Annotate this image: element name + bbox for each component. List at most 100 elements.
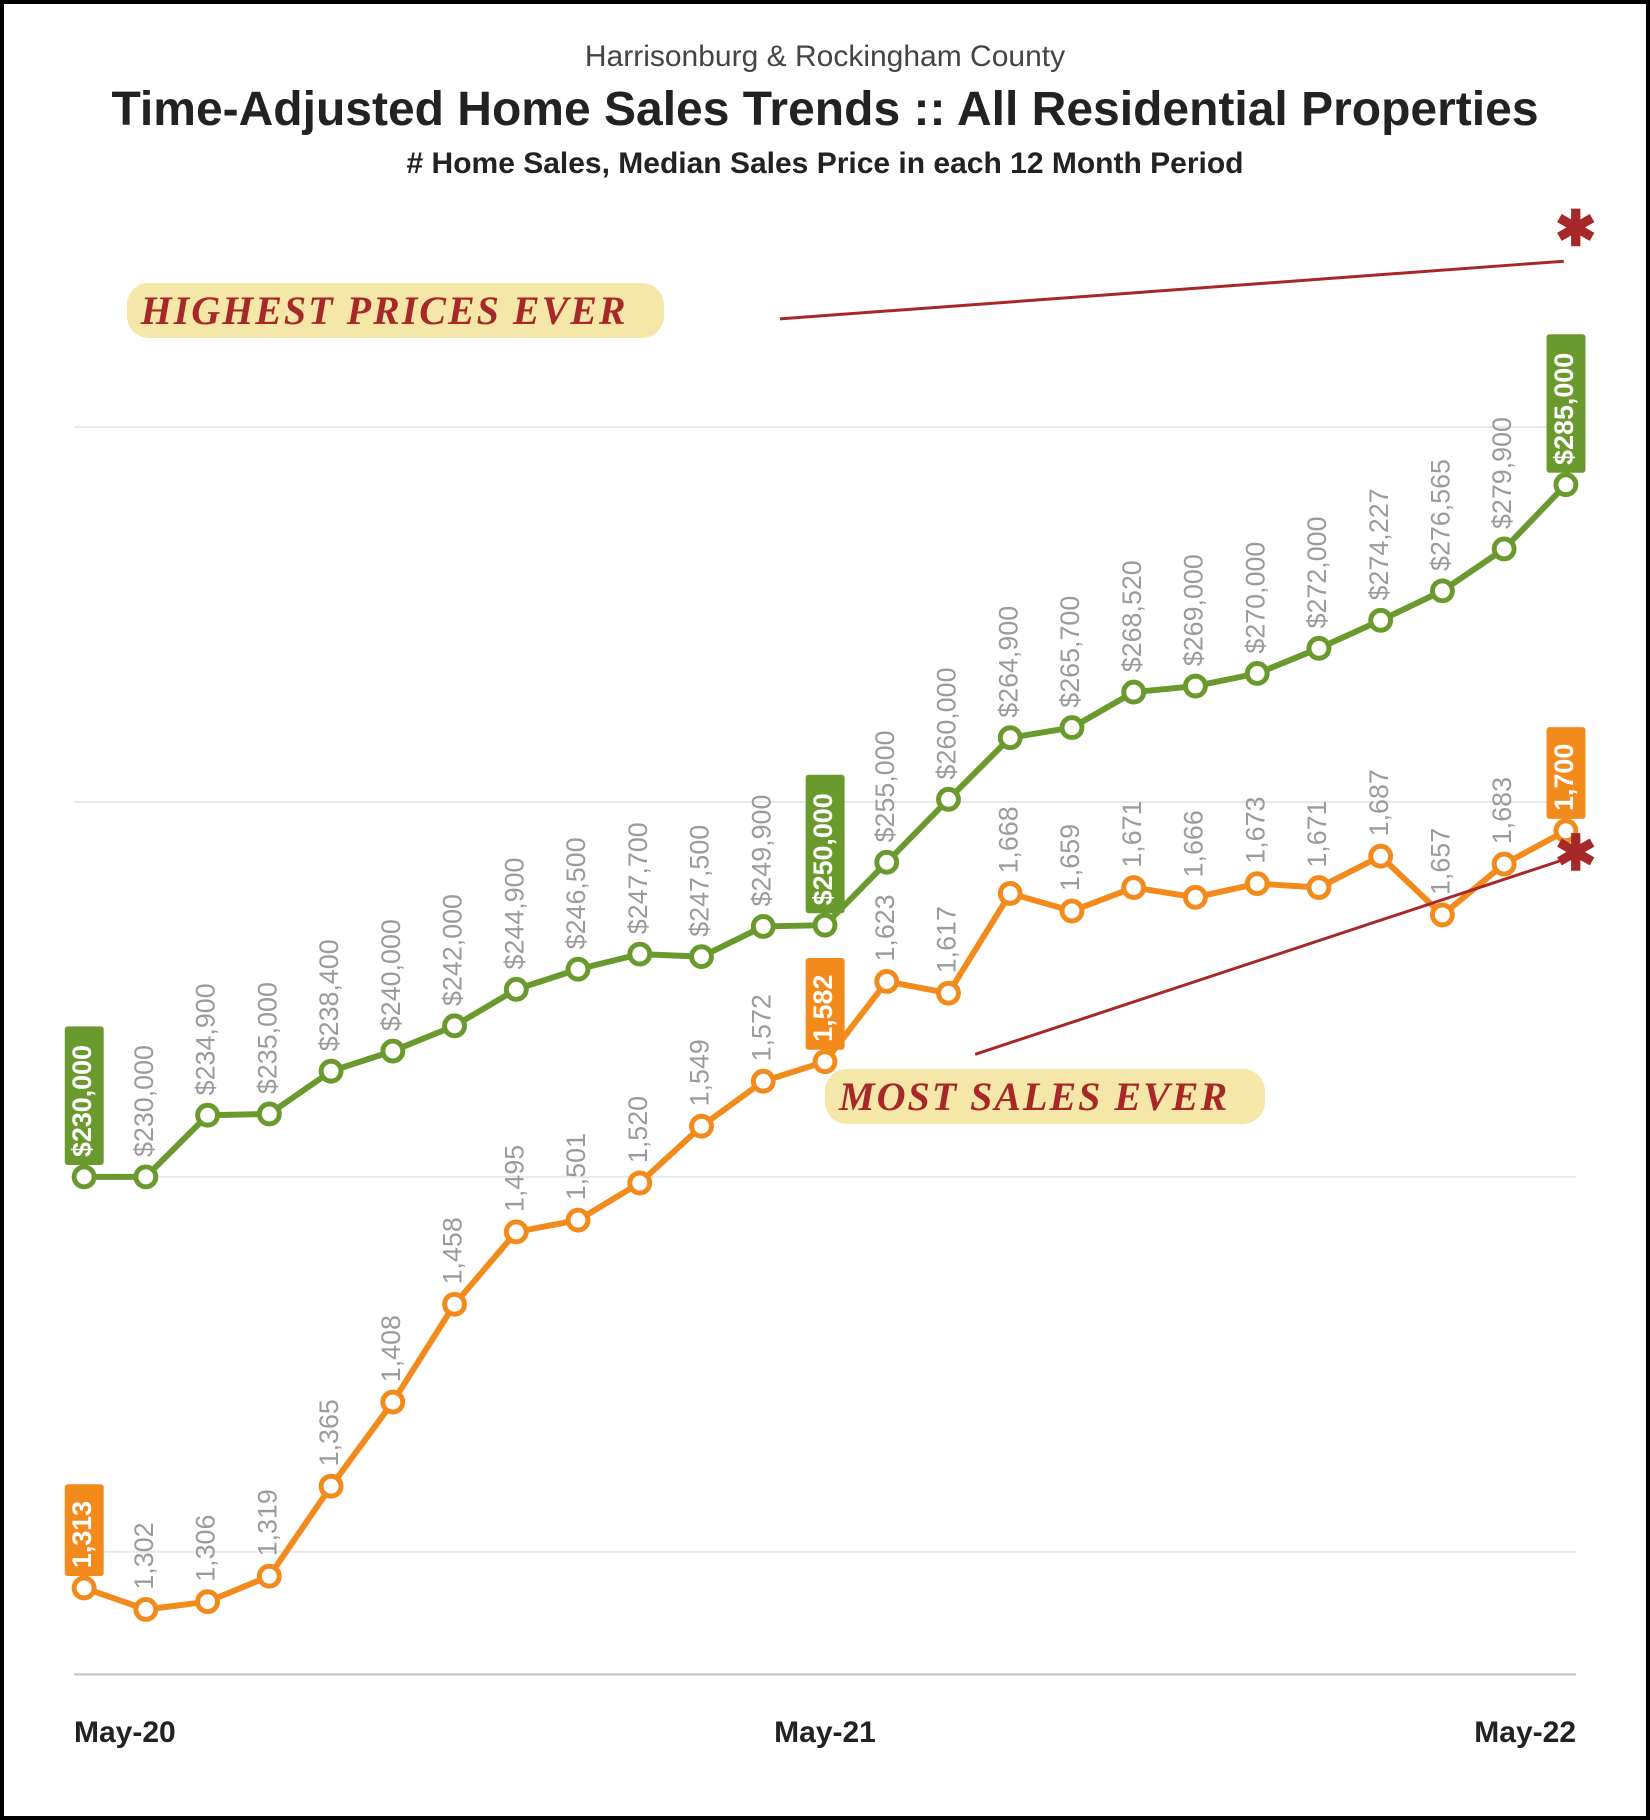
sales-series-label-text: 1,623 <box>870 894 900 961</box>
sales-series-marker <box>74 1578 94 1598</box>
price-series-marker <box>630 944 650 964</box>
x-axis-labels: May-20May-21May-22 <box>74 1716 1576 1756</box>
price-series-label-text: $234,900 <box>191 983 221 1095</box>
price-series-label-text: $276,565 <box>1426 459 1456 571</box>
sales-series-label: 1,673 <box>1240 797 1270 864</box>
x-tick-label: May-22 <box>1474 1716 1576 1750</box>
sales-series-label: 1,495 <box>499 1145 529 1212</box>
sales-series-marker <box>753 1071 773 1091</box>
sales-series-label-text: 1,673 <box>1240 797 1270 864</box>
sales-series-marker <box>383 1392 403 1412</box>
sales-series-label: 1,623 <box>870 894 900 961</box>
chart-subtitle: # Home Sales, Median Sales Price in each… <box>4 147 1646 181</box>
price-series-marker <box>753 916 773 936</box>
annotation-star-icon: ✱ <box>1555 200 1597 256</box>
price-series-label-text: $247,700 <box>623 822 653 934</box>
price-series-label-text: $242,000 <box>438 894 468 1006</box>
price-series-label-text: $260,000 <box>932 667 962 779</box>
sales-series-label-text: 1,671 <box>1117 800 1147 867</box>
price-series-label: $276,565 <box>1426 459 1456 571</box>
price-series-label: $242,000 <box>438 894 468 1006</box>
sales-series-marker <box>445 1294 465 1314</box>
price-series-marker <box>1432 581 1452 601</box>
price-series-label-text: $272,000 <box>1302 516 1332 628</box>
x-tick-label: May-21 <box>774 1716 876 1750</box>
price-series-label-text: $240,000 <box>376 919 406 1031</box>
sales-series-label: 1,313 <box>65 1484 104 1576</box>
price-series-label: $268,520 <box>1117 560 1147 672</box>
price-series-label-text: $244,900 <box>499 858 529 970</box>
price-series-label-text: $247,500 <box>685 825 715 937</box>
annotation-star-icon: ✱ <box>1555 825 1597 881</box>
price-series-label: $285,000 <box>1547 334 1586 473</box>
sales-series-label-text: 1,659 <box>1055 824 1085 891</box>
price-series-marker <box>1124 682 1144 702</box>
sales-series-label: 1,458 <box>438 1217 468 1284</box>
price-series-label-text: $230,000 <box>129 1045 159 1157</box>
price-series-marker <box>1247 664 1267 684</box>
sales-series-marker <box>1494 854 1514 874</box>
sales-series-marker <box>630 1173 650 1193</box>
sales-series-label: 1,520 <box>623 1096 653 1163</box>
price-series-marker <box>445 1016 465 1036</box>
sales-series-label: 1,302 <box>129 1522 159 1589</box>
price-series-label-text: $255,000 <box>870 730 900 842</box>
price-series-marker <box>74 1167 94 1187</box>
sales-series-marker <box>877 972 897 992</box>
sales-series-marker <box>259 1566 279 1586</box>
chart-supertitle: Harrisonburg & Rockingham County <box>4 40 1646 74</box>
sales-series-label-text: 1,458 <box>438 1217 468 1284</box>
sales-series-label-text: 1,408 <box>376 1315 406 1382</box>
price-series-label: $244,900 <box>499 858 529 970</box>
price-series-label: $230,000 <box>129 1045 159 1157</box>
sales-series-label-text: 1,313 <box>67 1501 97 1568</box>
sales-series-label-text: 1,365 <box>314 1399 344 1466</box>
sales-series-marker <box>136 1600 156 1620</box>
price-series-label: $238,400 <box>314 939 344 1051</box>
annotation-leader <box>780 261 1564 319</box>
sales-series-label-text: 1,302 <box>129 1522 159 1589</box>
price-series-marker <box>1062 718 1082 738</box>
price-series-label: $260,000 <box>932 667 962 779</box>
sales-series-marker <box>321 1476 341 1496</box>
sales-series-label-text: 1,495 <box>499 1145 529 1212</box>
sales-series-label-text: 1,572 <box>746 994 776 1061</box>
sales-series-marker <box>1000 883 1020 903</box>
sales-series-label: 1,657 <box>1426 828 1456 895</box>
price-series-marker <box>1494 539 1514 559</box>
sales-series-label-text: 1,501 <box>561 1133 591 1200</box>
sales-series-marker <box>1124 878 1144 898</box>
price-series-marker <box>321 1061 341 1081</box>
sales-series-marker <box>1247 874 1267 894</box>
sales-series-marker <box>198 1592 218 1612</box>
sales-series-label: 1,683 <box>1487 777 1517 844</box>
price-series-label-text: $246,500 <box>561 837 591 949</box>
price-series-label-text: $264,900 <box>993 606 1023 718</box>
sales-series-label: 1,501 <box>561 1133 591 1200</box>
sales-series-marker <box>1432 905 1452 925</box>
sales-series-label-text: 1,319 <box>252 1489 282 1556</box>
price-series-label: $270,000 <box>1240 542 1270 654</box>
price-series-label: $269,000 <box>1179 554 1209 666</box>
price-series-marker <box>692 947 712 967</box>
price-series-label-text: $285,000 <box>1549 353 1579 465</box>
price-series-label: $250,000 <box>806 775 845 914</box>
price-series-label: $247,500 <box>685 825 715 937</box>
price-series-marker <box>1186 676 1206 696</box>
price-series-marker <box>815 915 835 935</box>
price-series-label-text: $274,227 <box>1364 488 1394 600</box>
price-series-marker <box>1309 638 1329 658</box>
sales-series-label-text: 1,520 <box>623 1096 653 1163</box>
annotation-highest-prices: HIGHEST PRICES EVER <box>127 283 664 338</box>
price-series-marker <box>198 1105 218 1125</box>
sales-series-marker <box>692 1116 712 1136</box>
sales-series-marker <box>568 1210 588 1230</box>
sales-series-label: 1,617 <box>932 906 962 973</box>
sales-series-label: 1,408 <box>376 1315 406 1382</box>
sales-series-label-text: 1,657 <box>1426 828 1456 895</box>
sales-series-label-text: 1,700 <box>1549 744 1579 811</box>
sales-series-label-text: 1,666 <box>1179 810 1209 877</box>
price-series-label: $230,000 <box>65 1026 104 1165</box>
sales-series-marker <box>506 1222 526 1242</box>
price-series-marker <box>939 789 959 809</box>
